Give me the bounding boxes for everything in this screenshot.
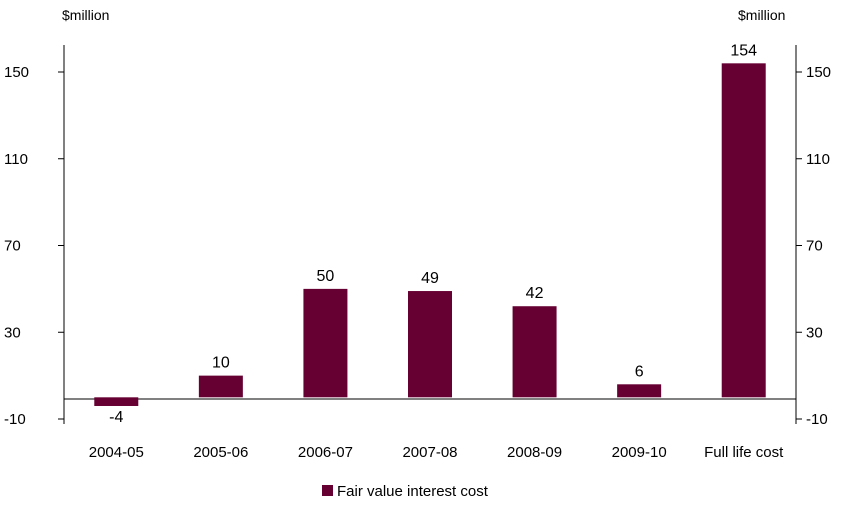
category-label: 2007-08	[402, 444, 457, 461]
right-axis-unit-label: $million	[738, 7, 785, 23]
category-labels: 2004-05 2005-06 2006-07 2007-08 2008-09 2009-…	[89, 444, 784, 461]
bar	[512, 306, 557, 398]
right-tick-label: 70	[806, 238, 823, 255]
right-axis-ticks: 150 110 70 30 -10	[796, 64, 831, 428]
right-tick-label: 30	[806, 324, 823, 341]
right-tick-label: 150	[806, 64, 831, 81]
category-label: 2005-06	[193, 444, 248, 461]
bar-value-label: 50	[317, 268, 335, 285]
right-tick-label: 110	[806, 151, 830, 168]
bar	[303, 288, 348, 398]
bar-series	[94, 63, 766, 406]
data-labels: -4 10 50 49 42 6 154	[109, 42, 757, 426]
left-tick-label: 70	[4, 238, 21, 255]
bar	[617, 384, 662, 398]
legend: Fair value interest cost	[322, 483, 489, 500]
category-label: 2009-10	[612, 444, 667, 461]
category-label: Full life cost	[704, 444, 784, 461]
bar-value-label: 6	[635, 363, 644, 380]
bar-value-label: 10	[212, 355, 230, 372]
bar	[94, 397, 139, 406]
category-label: 2006-07	[298, 444, 353, 461]
left-tick-label: -10	[4, 411, 26, 428]
bar	[198, 375, 243, 398]
bar	[721, 63, 766, 398]
bar	[408, 291, 452, 398]
bar-value-label: 42	[526, 285, 544, 302]
bar-value-label: 49	[421, 270, 439, 287]
category-label: 2008-09	[507, 444, 562, 461]
legend-label: Fair value interest cost	[337, 483, 489, 500]
left-tick-label: 30	[4, 324, 21, 341]
left-axis-ticks: 150 110 70 30 -10	[4, 64, 64, 428]
bar-value-label: 154	[730, 42, 757, 59]
right-tick-label: -10	[806, 411, 828, 428]
legend-swatch	[322, 485, 333, 496]
left-axis-unit-label: $million	[62, 7, 109, 23]
left-tick-label: 110	[4, 151, 28, 168]
category-label: 2004-05	[89, 444, 144, 461]
left-tick-label: 150	[4, 64, 29, 81]
bar-value-label: -4	[109, 409, 123, 426]
